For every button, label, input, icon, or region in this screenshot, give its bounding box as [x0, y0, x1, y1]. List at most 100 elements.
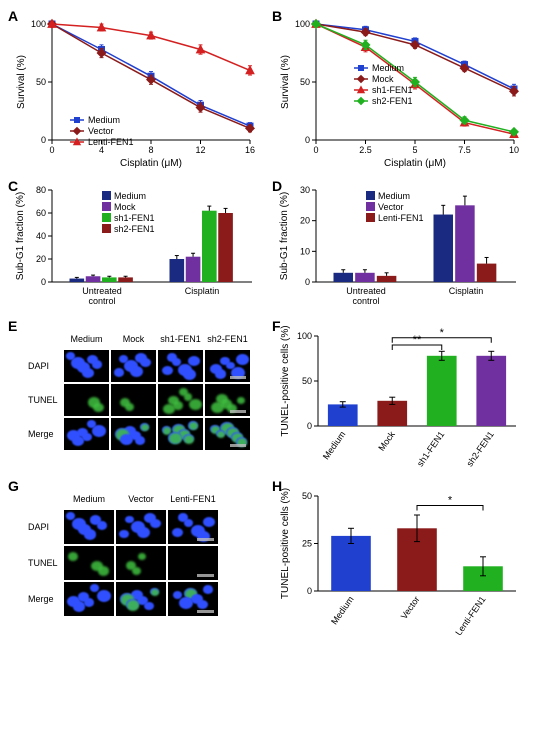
svg-text:Medium: Medium [329, 594, 356, 626]
panel-c-label: C [8, 178, 18, 194]
svg-text:*: * [440, 327, 445, 339]
svg-text:100: 100 [295, 19, 310, 29]
panel-c: C 020406080Sub-G1 fraction (%)Untreatedc… [10, 180, 260, 310]
micro-col-label: Vector [116, 494, 166, 508]
panel-g-label: G [8, 478, 19, 494]
svg-text:0: 0 [305, 135, 310, 145]
svg-text:TUNEL-positive cells (%): TUNEL-positive cells (%) [280, 488, 291, 599]
svg-text:0: 0 [313, 145, 318, 155]
micro-row-label: DAPI [28, 510, 62, 544]
micro-col-label: sh2-FEN1 [205, 334, 250, 348]
svg-text:Cisplatin (μM): Cisplatin (μM) [120, 158, 182, 169]
micro-row-label: Merge [28, 582, 62, 616]
svg-text:40: 40 [36, 231, 46, 241]
svg-text:5: 5 [412, 145, 417, 155]
micro-cell [158, 384, 203, 416]
micro-col-label: Lenti-FEN1 [168, 494, 218, 508]
micro-cell [111, 350, 156, 382]
svg-text:*: * [448, 495, 453, 507]
svg-text:16: 16 [245, 145, 255, 155]
svg-text:Mock: Mock [372, 74, 394, 84]
chart-d: 0102030Sub-G1 fraction (%)Untreatedcontr… [274, 180, 524, 310]
panel-a-label: A [8, 8, 18, 24]
chart-c: 020406080Sub-G1 fraction (%)Untreatedcon… [10, 180, 260, 310]
micro-col-label: Mock [111, 334, 156, 348]
svg-text:Sub-G1 fraction (%): Sub-G1 fraction (%) [279, 192, 290, 280]
svg-text:10: 10 [300, 246, 310, 256]
svg-text:Vector: Vector [88, 126, 114, 136]
svg-text:Vector: Vector [399, 594, 422, 621]
svg-text:sh2-FEN1: sh2-FEN1 [372, 96, 413, 106]
panel-b: B 02.557.510050100Cisplatin (μM)Survival… [274, 10, 524, 170]
micro-cell [111, 384, 156, 416]
micro-cell [168, 546, 218, 580]
svg-text:Mock: Mock [114, 202, 136, 212]
svg-text:7.5: 7.5 [458, 145, 471, 155]
panel-b-label: B [272, 8, 282, 24]
chart-h: 02550TUNEL-positive cells (%)MediumVecto… [274, 480, 524, 635]
svg-text:sh2-FEN1: sh2-FEN1 [464, 429, 495, 468]
svg-text:Medium: Medium [114, 191, 146, 201]
svg-text:0: 0 [41, 277, 46, 287]
svg-text:control: control [352, 296, 379, 306]
figure-grid: A 0481216050100Cisplatin (μM)Survival (%… [10, 10, 524, 635]
svg-text:Lenti-FEN1: Lenti-FEN1 [88, 137, 134, 147]
micro-cell [205, 384, 250, 416]
micro-cell [64, 350, 109, 382]
svg-text:50: 50 [302, 376, 312, 386]
micrograph-g: MediumVectorLenti-FEN1DAPITUNELMerge [28, 494, 260, 616]
svg-text:50: 50 [36, 77, 46, 87]
svg-text:Lenti-FEN1: Lenti-FEN1 [453, 594, 487, 635]
micro-cell [116, 582, 166, 616]
svg-text:100: 100 [31, 19, 46, 29]
svg-text:sh1-FEN1: sh1-FEN1 [415, 429, 446, 468]
svg-text:TUNEL-positive cells (%): TUNEL-positive cells (%) [280, 325, 291, 436]
micro-cell [64, 418, 109, 450]
micro-cell [116, 510, 166, 544]
svg-text:control: control [88, 296, 115, 306]
micro-cell [205, 350, 250, 382]
panel-f: F 050100TUNEL-positive cells (%)MediumMo… [274, 320, 524, 470]
svg-text:30: 30 [300, 185, 310, 195]
micro-row-label: TUNEL [28, 546, 62, 580]
micro-cell [64, 582, 114, 616]
svg-text:Lenti-FEN1: Lenti-FEN1 [378, 213, 424, 223]
svg-text:Cisplatin: Cisplatin [449, 286, 484, 296]
panel-g: G MediumVectorLenti-FEN1DAPITUNELMerge [10, 480, 260, 635]
micro-cell [168, 510, 218, 544]
micro-cell [111, 418, 156, 450]
panel-f-label: F [272, 318, 281, 334]
svg-text:0: 0 [307, 421, 312, 431]
svg-text:80: 80 [36, 185, 46, 195]
svg-text:60: 60 [36, 208, 46, 218]
micrograph-e: MediumMocksh1-FEN1sh2-FEN1DAPITUNELMerge [28, 334, 260, 450]
micro-cell [64, 510, 114, 544]
svg-text:Medium: Medium [372, 63, 404, 73]
panel-d: D 0102030Sub-G1 fraction (%)Untreatedcon… [274, 180, 524, 310]
micro-cell [158, 350, 203, 382]
svg-text:Cisplatin (μM): Cisplatin (μM) [384, 158, 446, 169]
svg-text:12: 12 [195, 145, 205, 155]
micro-cell [205, 418, 250, 450]
svg-text:0: 0 [305, 277, 310, 287]
chart-f: 050100TUNEL-positive cells (%)MediumMock… [274, 320, 524, 470]
svg-text:25: 25 [302, 539, 312, 549]
svg-text:0: 0 [49, 145, 54, 155]
panel-h: H 02550TUNEL-positive cells (%)MediumVec… [274, 480, 524, 635]
svg-text:Mock: Mock [376, 429, 397, 453]
svg-text:Untreated: Untreated [82, 286, 122, 296]
svg-text:0: 0 [41, 135, 46, 145]
svg-text:20: 20 [300, 216, 310, 226]
micro-cell [168, 582, 218, 616]
svg-text:Vector: Vector [378, 202, 404, 212]
micro-row-label: Merge [28, 418, 62, 450]
svg-text:sh1-FEN1: sh1-FEN1 [372, 85, 413, 95]
svg-text:50: 50 [302, 491, 312, 501]
panel-a: A 0481216050100Cisplatin (μM)Survival (%… [10, 10, 260, 170]
chart-b: 02.557.510050100Cisplatin (μM)Survival (… [274, 10, 524, 170]
panel-d-label: D [272, 178, 282, 194]
svg-text:2.5: 2.5 [359, 145, 372, 155]
micro-col-label: sh1-FEN1 [158, 334, 203, 348]
svg-text:Sub-G1 fraction (%): Sub-G1 fraction (%) [15, 192, 26, 280]
svg-text:sh1-FEN1: sh1-FEN1 [114, 213, 155, 223]
